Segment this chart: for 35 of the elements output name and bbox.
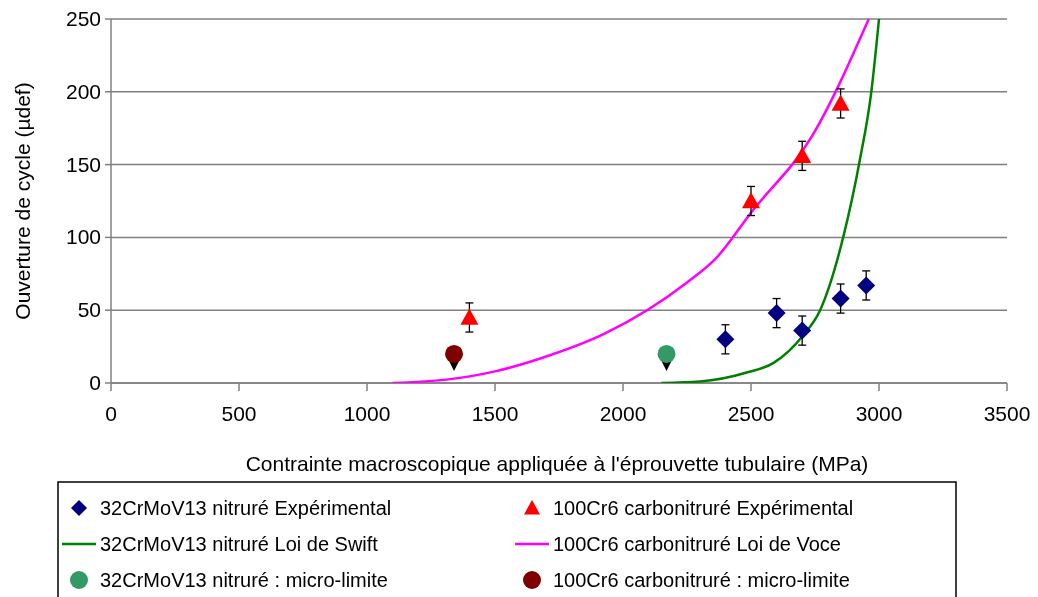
line-series	[660, 17, 881, 383]
x-tick-label: 3000	[855, 402, 903, 425]
x-tick-label: 1000	[343, 402, 391, 425]
legend-label: 100Cr6 carbonitruré Expérimental	[553, 497, 854, 519]
legend-label: 100Cr6 carbonitruré : micro-limite	[553, 569, 850, 591]
legend-label: 32CrMoV13 nitruré Loi de Swift	[100, 533, 379, 555]
point	[767, 304, 786, 323]
point	[716, 330, 735, 349]
legend-label: 100Cr6 carbonitruré Loi de Voce	[553, 533, 841, 555]
line-series	[391, 17, 871, 383]
y-tick-label: 50	[77, 298, 101, 322]
point	[793, 321, 812, 340]
point	[445, 344, 464, 363]
legend-label: 32CrMoV13 nitruré : micro-limite	[100, 569, 388, 591]
point	[831, 289, 850, 308]
point	[793, 146, 812, 164]
point	[857, 276, 876, 295]
y-tick-label: 0	[89, 371, 101, 394]
x-tick-label: 1500	[471, 402, 519, 425]
y-axis-title: Ouverture de cycle (µdef)	[11, 82, 34, 320]
x-tick-label: 2500	[727, 402, 775, 425]
point	[460, 308, 479, 325]
x-axis-title: Contrainte macroscopique appliquée à l'éprouvette tubulaire (MPa)	[245, 452, 869, 475]
y-tick-label: 250	[65, 7, 101, 30]
legend-label: 32CrMoV13 nitruré Expérimental	[100, 497, 392, 519]
x-tick-label: 3500	[983, 402, 1031, 425]
x-tick-label: 0	[105, 402, 117, 425]
y-tick-label: 200	[65, 79, 101, 103]
y-tick-label: 100	[65, 225, 101, 249]
y-tick-label: 150	[65, 152, 101, 176]
point	[742, 192, 760, 209]
x-tick-label: 500	[221, 402, 257, 425]
point	[657, 344, 676, 363]
x-tick-label: 2000	[599, 402, 647, 425]
point	[831, 94, 850, 111]
